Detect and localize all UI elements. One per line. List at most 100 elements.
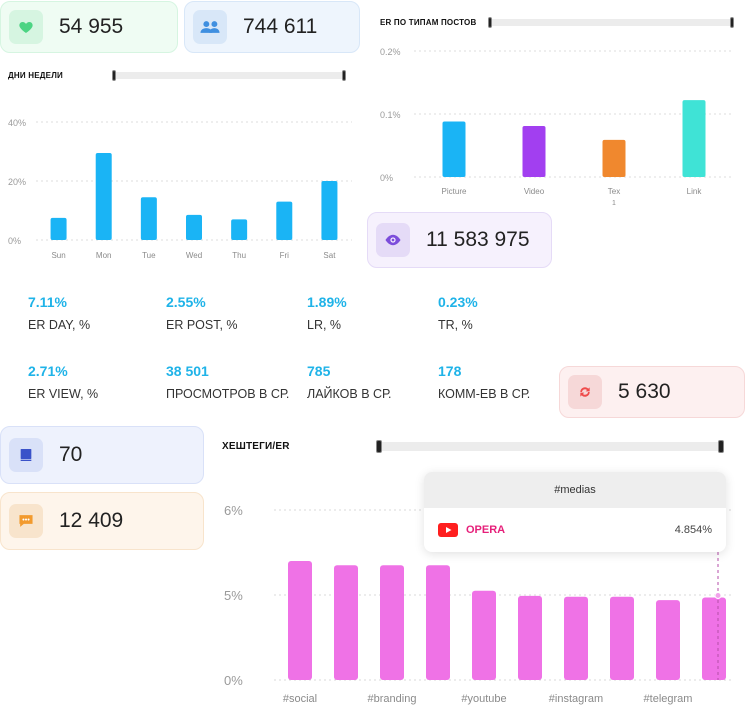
metric-item: 2.55% ER POST, % (166, 294, 238, 332)
posttype-range-slider[interactable] (488, 17, 734, 28)
metric-value: 38 501 (166, 363, 209, 379)
metric-value: 0.23% (438, 294, 478, 310)
hashtag-bar (380, 565, 404, 680)
repost-icon (580, 387, 590, 397)
posttype-ytick-label: 0.2% (380, 47, 401, 57)
weekday-bar (186, 214, 202, 240)
comment-icon (19, 515, 33, 527)
hashtag-bar (656, 600, 680, 680)
weekday-xtick-label: Sun (51, 251, 65, 260)
posttype-xtick-label: Link (687, 187, 703, 196)
weekday-bar (50, 217, 67, 240)
posttype-chart-title: ER ПО ТИПАМ ПОСТОВ (380, 18, 477, 27)
metric-value: 785 (307, 363, 331, 379)
hashtag-bar (334, 565, 358, 680)
tooltip-platform: OPERA (466, 524, 506, 536)
comments-card: 12 409 (0, 492, 204, 550)
metric-value: 178 (438, 363, 462, 379)
metric-label: ER VIEW, % (28, 387, 99, 401)
hashtag-bar (610, 596, 634, 680)
comments-count: 12 409 (59, 509, 124, 532)
youtube-icon (438, 523, 458, 537)
hashtag-xtick-label: #social (283, 693, 317, 705)
weekday-slider-handle-start[interactable] (112, 70, 116, 81)
reposts-card: 5 630 (559, 366, 745, 418)
hashtag-range-slider[interactable] (376, 440, 724, 453)
hashtag-chart-title: ХЕШТЕГИ/ER (222, 441, 290, 452)
metric-value: 7.11% (28, 294, 67, 310)
posttype-bar (442, 121, 466, 177)
posttype-chart-panel: ER ПО ТИПАМ ПОСТОВ 0% 0.1% 0.2% Picture Vide… (366, 8, 740, 206)
metric-value: 2.71% (28, 363, 68, 379)
tooltip-title: #medias (424, 472, 726, 508)
posttype-xtick-label: 1 (612, 200, 616, 206)
hashtag-ytick-label: 5% (224, 588, 243, 603)
reposts-icon-badge (568, 375, 602, 409)
weekday-bar (231, 219, 248, 240)
metric-item: 178 КОММ-ЕВ В СР. (438, 363, 530, 401)
comments-icon-badge (9, 504, 43, 538)
tooltip-pointer-dot (714, 591, 722, 599)
posts-card: 70 (0, 426, 204, 484)
weekday-bar (140, 197, 157, 240)
metric-label: ER POST, % (166, 318, 238, 332)
weekday-xtick-label: Tue (142, 251, 156, 260)
posttype-xtick-label: Picture (442, 187, 467, 196)
posttype-xtick-label: Tex (608, 187, 620, 196)
weekday-bar-chart: 0% 20% 40% Sun Mon Tue Wed Thu Fri Sat (8, 118, 352, 260)
hashtag-bar (702, 597, 726, 680)
tooltip-row: OPERA 4.854% (424, 508, 726, 552)
weekday-ytick-label: 0% (8, 236, 21, 246)
likes-card: 54 955 (0, 1, 178, 53)
tooltip-value: 4.854% (674, 524, 712, 536)
hashtag-bar (472, 590, 496, 680)
weekday-range-slider[interactable] (112, 70, 346, 81)
metric-item: 1.89% LR, % (307, 294, 347, 332)
posttype-slider-handle-start[interactable] (488, 17, 492, 28)
posttype-xtick-label: Video (524, 187, 545, 196)
hashtag-xtick-label: #instagram (549, 693, 603, 705)
weekday-xtick-label: Mon (96, 251, 112, 260)
weekday-slider-handle-end[interactable] (342, 70, 346, 81)
hashtag-bar (288, 561, 312, 680)
weekday-xtick-label: Fri (280, 251, 290, 260)
likes-icon-badge (9, 10, 43, 44)
hashtag-bar-chart: 0% 5% 6% #social #branding #youtube #instagram… (224, 503, 734, 705)
weekday-xtick-label: Sat (323, 251, 336, 260)
weekday-xtick-label: Thu (232, 251, 246, 260)
metric-value: 2.55% (166, 294, 206, 310)
followers-card: 744 611 (184, 1, 360, 53)
reposts-count: 5 630 (618, 380, 671, 403)
hashtag-xtick-label: #branding (368, 693, 417, 705)
posttype-ytick-label: 0.1% (380, 110, 401, 120)
metric-label: ЛАЙКОВ В СР. (307, 387, 392, 401)
posttype-slider-handle-end[interactable] (730, 17, 734, 28)
posttype-bar (522, 125, 546, 177)
views-icon-badge (376, 223, 410, 257)
users-icon (200, 21, 220, 33)
hashtag-xtick-label: #telegram (644, 693, 693, 705)
posttype-bar-chart: 0% 0.1% 0.2% Picture Video Tex 1 Link (380, 47, 734, 206)
weekday-bar (276, 201, 293, 240)
metric-label: ПРОСМОТРОВ В СР. (166, 387, 290, 401)
hashtag-tooltip: #medias OPERA 4.854% (424, 472, 726, 552)
weekday-chart-title: ДНИ НЕДЕЛИ (8, 71, 63, 80)
hashtag-bar (426, 565, 450, 680)
heart-icon (19, 22, 33, 33)
metric-item: 2.71% ER VIEW, % (28, 363, 98, 401)
hashtag-ytick-label: 0% (224, 673, 243, 688)
views-card: 11 583 975 (367, 212, 552, 268)
weekday-bar (95, 152, 112, 240)
metric-label: КОММ-ЕВ В СР. (438, 387, 531, 401)
hashtag-bar (564, 596, 588, 680)
hashtag-slider-handle-end[interactable] (718, 440, 724, 453)
weekday-bar (321, 181, 338, 240)
metric-label: TR, % (438, 318, 473, 332)
posts-count: 70 (59, 443, 83, 466)
followers-icon-badge (193, 10, 227, 44)
hashtag-slider-handle-start[interactable] (376, 440, 382, 453)
metric-label: ER DAY, % (28, 318, 91, 332)
metric-item: 0.23% TR, % (438, 294, 478, 332)
metric-item: 7.11% ER DAY, % (28, 294, 90, 332)
posttype-bar (682, 100, 706, 177)
